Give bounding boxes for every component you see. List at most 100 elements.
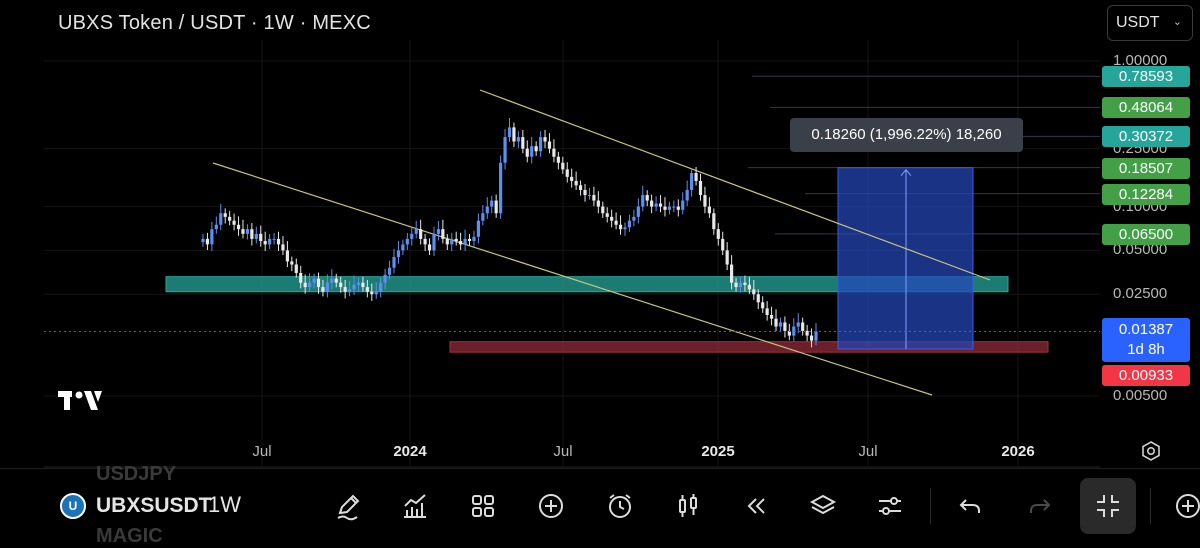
layers-button[interactable] [805,488,841,524]
candle-body [783,322,787,331]
candle-body [454,238,458,242]
add-button[interactable] [533,488,569,524]
candle-body [658,203,663,207]
candle-body [752,289,756,295]
candle-body [334,278,338,283]
currency-select[interactable]: USDT ⌄ [1107,5,1193,41]
long-position-tool [837,167,974,350]
target-price-tag[interactable]: 0.30372 [1102,126,1190,148]
symbol-name[interactable]: UBXSUSDT [96,494,212,517]
candle-body [201,238,205,243]
symbol-next[interactable]: MAGIC [96,525,163,547]
candle-body [361,282,365,288]
candle-body [730,264,734,283]
candle-body [592,195,596,201]
candle-body [734,282,738,288]
fullscreen-button[interactable] [1080,478,1136,534]
lower-trendline[interactable] [212,162,933,396]
candle-body [707,206,711,214]
candle-body [525,148,529,157]
candle-body [396,250,401,258]
candle-body [521,137,525,149]
candle-body [374,291,378,295]
chart-title: UBXS Token / USDT · 1W · MEXC [58,12,371,34]
candle-body [330,278,334,283]
candle-body [547,141,552,149]
settings-button[interactable] [872,488,908,524]
candle-body [410,233,414,239]
candle-body [743,282,747,285]
candle-body [472,236,476,242]
draw-tool-button[interactable] [330,488,366,524]
candle-body [645,195,649,201]
time-axis-label: Jul [858,443,878,460]
candle-body [769,315,774,319]
candle-body [236,224,241,230]
candle-body [681,200,685,210]
candle-body [801,322,805,331]
candle-body [618,224,623,230]
candle-body [254,233,258,239]
chart-canvas[interactable] [0,0,1200,468]
trend-channel [212,89,991,396]
candle-body [530,146,534,157]
axis-settings-icon[interactable] [1140,440,1162,467]
candle-body [756,294,760,303]
undo-button[interactable] [952,488,988,524]
chevron-down-icon: ⌄ [1172,16,1182,28]
target-price-tag[interactable]: 0.48064 [1102,97,1190,119]
candle-body [556,156,560,163]
candle-body [210,229,214,245]
time-axis-label: Jul [252,443,272,460]
candle-body [441,229,445,239]
candle-body [814,331,818,341]
candle-body [383,274,387,283]
redo-button[interactable] [1022,488,1058,524]
candle-body [401,244,405,251]
target-price-tag[interactable]: 0.18507 [1102,157,1190,179]
candle-body [387,267,392,275]
measure-arrowhead [900,168,912,176]
candle-body [538,137,543,152]
candle-body [698,180,703,196]
candle-body [228,216,232,221]
interval-button[interactable]: 1W [208,492,241,517]
add-chart-button[interactable] [1170,488,1200,524]
candle-body [641,195,645,207]
replay-button[interactable] [738,488,774,524]
target-price-tag[interactable]: 0.12284 [1102,183,1190,205]
toolbar-divider [1150,488,1151,524]
candle-body [268,238,272,245]
candle-body [499,162,503,214]
buy-zone[interactable] [449,341,1049,353]
candle-body [352,284,356,290]
candle-body [503,137,507,163]
candle-body [303,282,307,288]
candles [201,117,818,348]
target-price-tag[interactable]: 0.06500 [1102,223,1190,245]
price-axis-label: 1.00000 [1113,52,1168,69]
candle-body [694,173,698,181]
bottom-toolbar [0,468,1200,541]
candle-body [339,282,343,288]
sliders-icon [879,497,901,515]
measure-tooltip: 0.18260 (1,996.22%) 18,260 [790,118,1023,152]
candle-body [263,241,267,245]
bar-countdown: 1d 8h [1127,341,1165,358]
target-price-tag[interactable]: 0.78593 [1102,66,1190,88]
layout-button[interactable] [465,488,501,524]
candle-body [481,213,485,221]
candle-body [787,330,791,336]
chart-type-button[interactable] [670,488,706,524]
candle-body [214,224,218,230]
candle-body [467,238,472,242]
candle-body [774,318,778,327]
alert-button[interactable] [602,488,638,524]
candle-body [725,250,729,265]
indicators-button[interactable] [397,488,433,524]
upper-trendline[interactable] [479,89,991,281]
symbol-prev[interactable]: USDJPY [96,463,177,485]
candles-icon [679,494,697,517]
undo-icon [959,499,980,513]
candle-body [436,229,441,234]
